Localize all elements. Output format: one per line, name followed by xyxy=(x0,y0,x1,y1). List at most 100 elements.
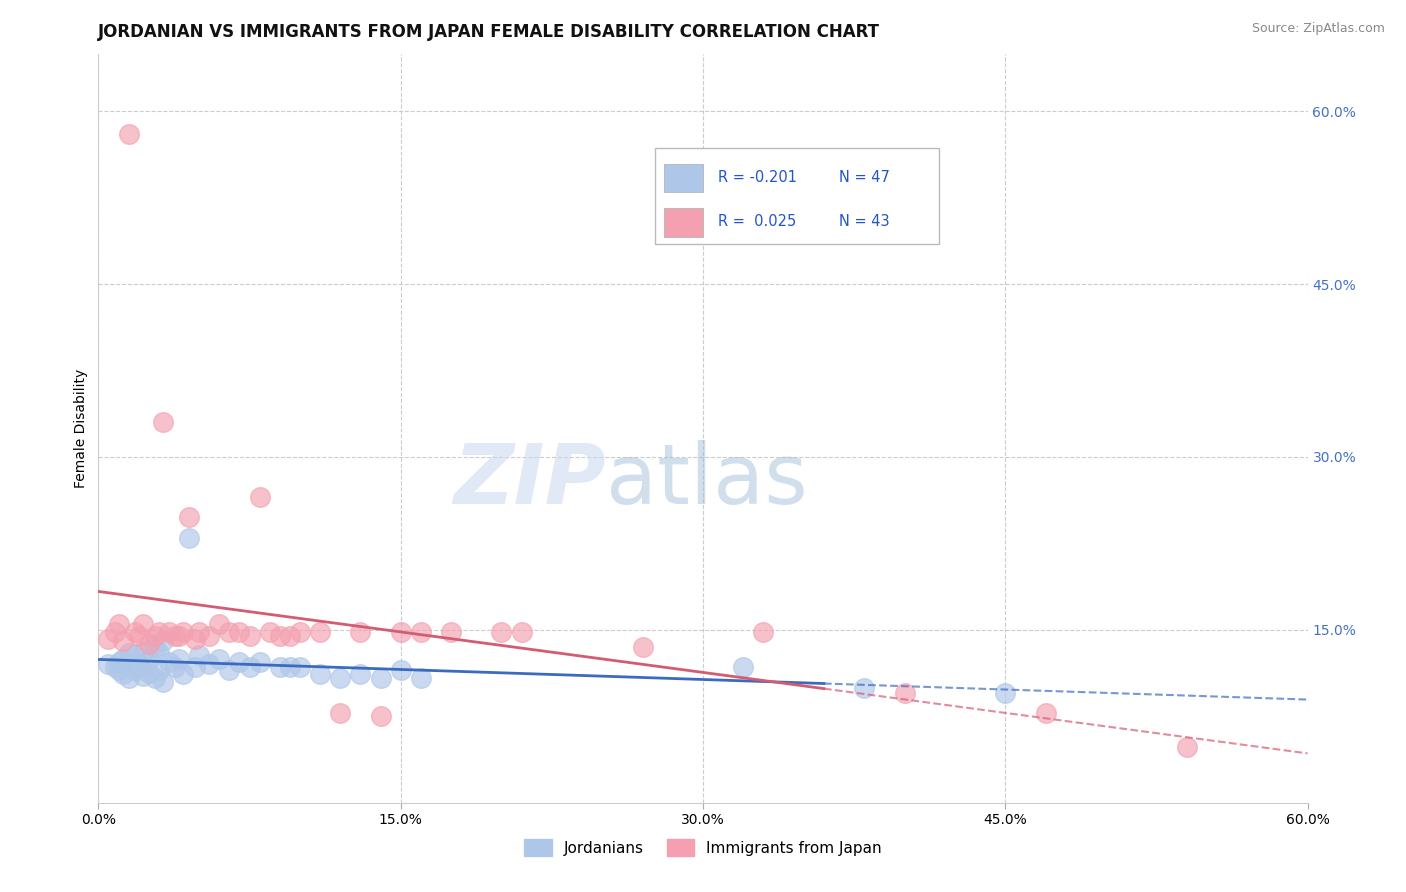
Point xyxy=(148,646,170,660)
Point xyxy=(239,660,262,674)
Point xyxy=(853,681,876,695)
Point xyxy=(228,625,250,640)
Point xyxy=(370,671,392,685)
Point xyxy=(111,634,134,648)
FancyBboxPatch shape xyxy=(664,163,703,193)
Point xyxy=(138,665,160,680)
Text: JORDANIAN VS IMMIGRANTS FROM JAPAN FEMALE DISABILITY CORRELATION CHART: JORDANIAN VS IMMIGRANTS FROM JAPAN FEMAL… xyxy=(98,23,880,41)
Point xyxy=(269,660,291,674)
Point xyxy=(111,666,134,681)
Point xyxy=(1175,740,1198,755)
Point xyxy=(163,629,186,643)
Point xyxy=(97,657,120,672)
Point xyxy=(97,632,120,646)
Point xyxy=(733,660,755,674)
Point xyxy=(107,663,129,677)
Point xyxy=(152,674,174,689)
Point xyxy=(157,655,180,669)
Point xyxy=(157,625,180,640)
Point xyxy=(631,640,654,655)
Text: R = -0.201: R = -0.201 xyxy=(717,169,797,185)
Text: Source: ZipAtlas.com: Source: ZipAtlas.com xyxy=(1251,22,1385,36)
Text: N = 43: N = 43 xyxy=(839,214,890,229)
Point xyxy=(409,625,432,640)
Point xyxy=(128,629,150,643)
Point xyxy=(349,625,371,640)
Point xyxy=(143,629,166,643)
FancyBboxPatch shape xyxy=(664,208,703,236)
Point xyxy=(1035,706,1057,720)
Point xyxy=(278,629,301,643)
Point xyxy=(239,629,262,643)
Point xyxy=(172,666,194,681)
Point xyxy=(309,666,332,681)
Point xyxy=(198,629,221,643)
Point xyxy=(132,643,155,657)
Point xyxy=(143,671,166,685)
Point xyxy=(132,669,155,683)
Point xyxy=(167,629,190,643)
Y-axis label: Female Disability: Female Disability xyxy=(75,368,89,488)
Point xyxy=(249,491,271,505)
Point xyxy=(132,617,155,632)
Point xyxy=(389,625,412,640)
Point xyxy=(893,686,915,700)
Point xyxy=(269,629,291,643)
Point xyxy=(510,625,533,640)
Point xyxy=(184,632,207,646)
Point xyxy=(148,663,170,677)
Point xyxy=(309,625,332,640)
Point xyxy=(128,657,150,672)
Point xyxy=(124,625,146,640)
Point xyxy=(179,531,201,545)
Point xyxy=(143,640,166,655)
FancyBboxPatch shape xyxy=(655,148,939,244)
Point xyxy=(118,671,141,685)
Point xyxy=(389,663,412,677)
Point xyxy=(107,617,129,632)
Point xyxy=(349,666,371,681)
Point xyxy=(288,625,311,640)
Point xyxy=(198,657,221,672)
Legend: Jordanians, Immigrants from Japan: Jordanians, Immigrants from Japan xyxy=(517,833,889,863)
Point xyxy=(329,671,352,685)
Point xyxy=(148,625,170,640)
Point xyxy=(218,663,240,677)
Text: atlas: atlas xyxy=(606,440,808,521)
Point xyxy=(118,127,141,141)
Point xyxy=(163,660,186,674)
Point xyxy=(103,625,125,640)
Point xyxy=(228,655,250,669)
Point xyxy=(278,660,301,674)
Point xyxy=(440,625,463,640)
Point xyxy=(218,625,240,640)
Point xyxy=(288,660,311,674)
Point xyxy=(208,651,231,665)
Text: N = 47: N = 47 xyxy=(839,169,890,185)
Text: R =  0.025: R = 0.025 xyxy=(717,214,796,229)
Point xyxy=(118,646,141,660)
Text: ZIP: ZIP xyxy=(454,440,606,521)
Point xyxy=(128,660,150,674)
Point xyxy=(152,416,174,430)
Point xyxy=(409,671,432,685)
Point xyxy=(111,651,134,665)
Point xyxy=(103,660,125,674)
Point xyxy=(208,617,231,632)
Point xyxy=(259,625,281,640)
Point xyxy=(152,634,174,648)
Point xyxy=(752,625,775,640)
Point xyxy=(491,625,513,640)
Point xyxy=(249,655,271,669)
Point xyxy=(172,625,194,640)
Point xyxy=(179,510,201,524)
Point xyxy=(329,706,352,720)
Point xyxy=(994,686,1017,700)
Point xyxy=(188,648,211,663)
Point xyxy=(184,660,207,674)
Point xyxy=(188,625,211,640)
Point xyxy=(167,651,190,665)
Point xyxy=(124,648,146,663)
Point xyxy=(370,709,392,723)
Point xyxy=(138,637,160,651)
